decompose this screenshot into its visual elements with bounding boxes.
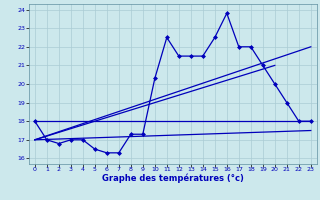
X-axis label: Graphe des températures (°c): Graphe des températures (°c) — [102, 174, 244, 183]
